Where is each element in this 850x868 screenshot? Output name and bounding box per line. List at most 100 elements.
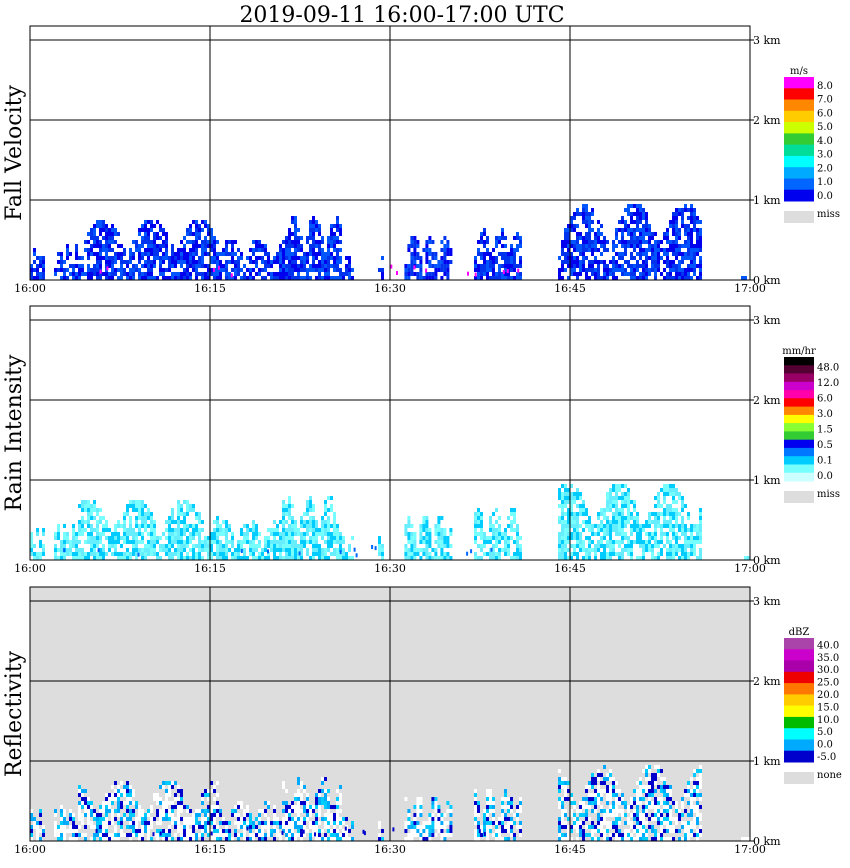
echo-cell <box>567 512 570 516</box>
echo-cell <box>63 817 66 821</box>
panel-1: 16:00 16:15 16:30 16:45 17:000 km1 km2 km3 k… <box>2 305 840 575</box>
echo-cell <box>404 264 408 268</box>
echo-cell <box>333 248 336 252</box>
echo-cell <box>425 552 429 556</box>
echo-cell <box>564 500 567 504</box>
echo-cell <box>147 220 150 224</box>
echo-cell <box>681 212 684 216</box>
echo-cell <box>132 272 135 276</box>
echo-cell <box>330 256 333 260</box>
echo-cell <box>114 536 117 540</box>
echo-cell <box>195 228 198 232</box>
echo-cell <box>303 252 306 256</box>
echo-cell <box>567 524 570 528</box>
colorbar-swatch <box>784 638 814 650</box>
echo-cell <box>339 821 342 825</box>
plot-frame <box>29 586 751 842</box>
echo-cell <box>474 524 477 528</box>
echo-cell <box>102 829 105 833</box>
echo-cell <box>630 528 633 532</box>
echo-cell <box>660 821 663 825</box>
echo-cell <box>434 268 438 272</box>
echo-cell <box>42 256 45 260</box>
echo-cell <box>39 544 42 548</box>
echo-cell <box>576 524 579 528</box>
echo-cell <box>612 548 615 552</box>
echo-cell <box>147 236 150 240</box>
echo-cell <box>654 268 657 272</box>
echo-cell <box>567 500 570 504</box>
echo-cell <box>615 260 618 264</box>
echo-cell <box>111 240 114 244</box>
echo-cell <box>171 813 174 817</box>
echo-cell <box>489 789 492 793</box>
echo-cell <box>579 821 582 825</box>
echo-cell <box>252 548 255 552</box>
echo-cell <box>672 248 675 252</box>
colorbar-swatch <box>784 398 814 408</box>
echo-cell <box>309 252 312 256</box>
echo-cell <box>672 240 675 244</box>
echo-cell <box>633 264 636 268</box>
echo-cell <box>660 552 663 556</box>
echo-cell <box>207 829 210 833</box>
echo-cell <box>609 260 612 264</box>
echo-cell <box>267 264 270 268</box>
panel-ylabel: Reflectivity <box>2 650 27 777</box>
echo-cell <box>612 520 615 524</box>
echo-cell <box>416 813 420 817</box>
echo-cell <box>582 248 585 252</box>
echo-cell <box>519 260 522 264</box>
echo-cell <box>603 272 606 276</box>
echo-cell <box>213 532 216 536</box>
echo-cell <box>303 512 306 516</box>
echo-cell <box>288 524 291 528</box>
echo-cell <box>201 821 204 825</box>
echo-cell <box>267 528 270 532</box>
echo-cell <box>585 272 588 276</box>
echo-cell <box>189 817 192 821</box>
echo-cell <box>336 240 339 244</box>
echo-cell <box>123 556 126 560</box>
echo-cell <box>657 801 660 805</box>
echo-cell <box>240 544 243 548</box>
echo-cell <box>669 520 672 524</box>
echo-cell <box>138 248 141 252</box>
echo-cell <box>486 797 489 801</box>
echo-cell <box>198 228 201 232</box>
echo-cell <box>573 224 576 228</box>
echo-cell <box>330 544 333 548</box>
echo-cell <box>666 801 669 805</box>
echo-cell <box>273 829 276 833</box>
echo-cell <box>294 268 297 272</box>
echo-cell <box>102 801 105 805</box>
echo-cell <box>309 496 312 500</box>
echo-cell <box>198 548 201 552</box>
echo-cell <box>330 552 333 556</box>
echo-cell <box>597 220 600 224</box>
echo-cell <box>654 777 657 781</box>
echo-cell <box>99 224 102 228</box>
echo-cell <box>513 508 516 512</box>
echo-cell <box>135 248 138 252</box>
echo-cell <box>171 781 174 785</box>
echo-cell <box>150 228 153 232</box>
echo-cell <box>213 552 216 556</box>
echo-cell <box>90 504 93 508</box>
echo-cell <box>189 809 192 813</box>
echo-cell <box>63 544 66 548</box>
colorbar-label: 48.0 <box>817 363 839 374</box>
echo-cell <box>657 268 660 272</box>
echo-cell <box>489 540 492 544</box>
echo-cell <box>78 540 81 544</box>
echo-cell <box>654 252 657 256</box>
echo-cell <box>300 244 303 248</box>
echo-cell <box>201 260 204 264</box>
echo-cell <box>591 781 594 785</box>
echo-cell <box>570 504 573 508</box>
echo-cell <box>264 809 267 813</box>
echo-cell <box>687 781 690 785</box>
echo-cell <box>684 204 687 208</box>
echo-cell <box>255 524 258 528</box>
echo-cell <box>513 276 516 280</box>
